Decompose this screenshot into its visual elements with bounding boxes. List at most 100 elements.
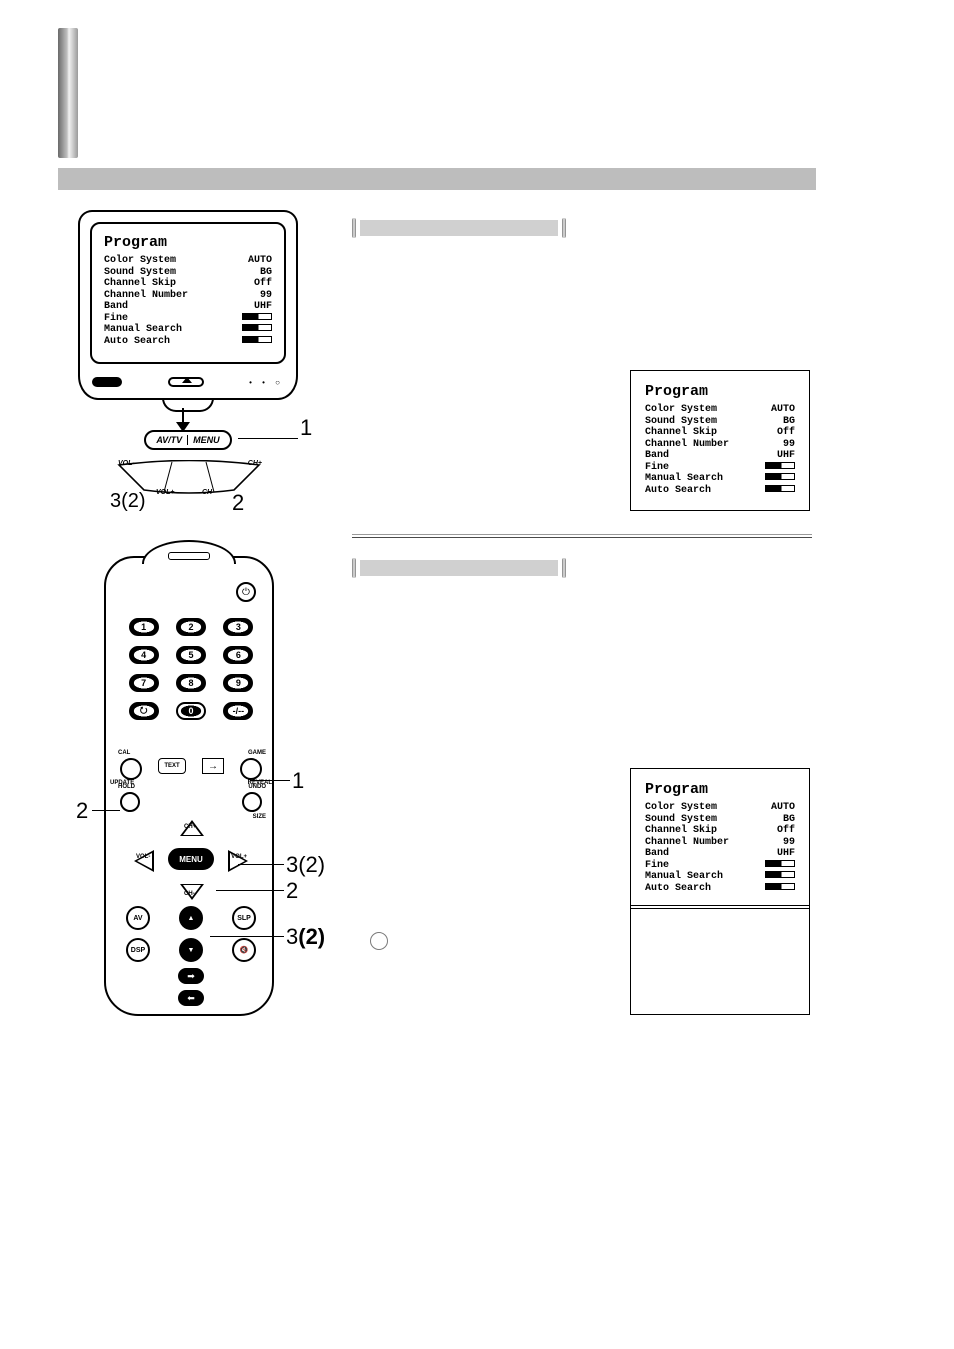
mute-button[interactable]: 🔇 [232,938,256,962]
num-7-button[interactable]: 7 [129,674,159,692]
menu-row: Sound SystemBG [104,267,272,279]
tv-speaker-icon [92,377,122,387]
bar-indicator [242,324,272,331]
number-pad: 1 2 3 4 5 6 7 8 9 ⭮ 0 -/-- [128,618,254,720]
remote-body: ⏻ 1 2 3 4 5 6 7 8 9 ⭮ 0 -/-- CAL UPDATE … [104,556,274,1016]
cal-update-button[interactable] [120,758,142,780]
num-6-button[interactable]: 6 [223,646,253,664]
slp-button[interactable]: SLP [232,906,256,930]
avtv-menu-button[interactable]: AV/TV MENU [144,430,231,450]
notes-box [630,905,810,1015]
menu-label: MENU [193,435,220,445]
tv-illustration: Program Color SystemAUTO Sound SystemBG … [78,210,298,400]
page-header-bar [58,168,816,190]
button-row-3: AV ▲ SLP [126,906,256,930]
tv-indicator-dots: • • ○ [249,378,284,387]
vol-minus-label: VOL- [118,460,135,467]
av-button[interactable]: AV [126,906,150,930]
menu-row: Channel SkipOff [104,278,272,290]
menu-row: Manual Search [645,871,795,883]
section-heading-stub-2 [352,558,566,578]
bar-indicator [765,473,795,480]
ch-minus-label: CH- [184,891,195,897]
vertical-nav-pair: ➡ ⬅ [178,968,204,1006]
tv-eject-icon [168,377,204,387]
text-button[interactable]: TEXT [158,758,186,774]
menu-row: Channel SkipOff [645,825,795,837]
bar-indicator [242,313,272,320]
arrow-left-icon: ⬅ [187,993,195,1004]
remote-control-illustration: ⏻ 1 2 3 4 5 6 7 8 9 ⭮ 0 -/-- CAL UPDATE … [104,540,274,1020]
nav-right-button[interactable]: ➡ [178,968,204,984]
button-divider [187,435,188,445]
callout-2-right: 2 [286,878,298,904]
menu-row: Manual Search [645,473,795,485]
menu-row: Color SystemAUTO [104,255,272,267]
menu-title: Program [645,781,795,798]
menu-row: Channel Number99 [645,439,795,451]
note-bullet-icon [370,932,388,950]
bar-indicator [765,871,795,878]
triangle-up-icon: ▲ [188,915,195,922]
menu-row: Fine [645,462,795,474]
ch-plus-label: CH+ [248,460,262,467]
menu-row: Fine [104,313,272,325]
digit-select-button[interactable]: -/-- [223,702,253,720]
callout-3-2: 3(2) [110,490,146,513]
power-icon: ⏻ [242,587,250,598]
bar-indicator [765,485,795,492]
num-1-button[interactable]: 1 [129,618,159,636]
ch-minus-label: CH- [202,489,214,496]
menu-row: Auto Search [104,336,272,348]
dsp-button[interactable]: DSP [126,938,150,962]
down-arrow-button[interactable]: ▼ [179,938,203,962]
hold-button[interactable] [120,792,140,812]
menu-row: BandUHF [645,450,795,462]
vol-plus-label: VOL+ [231,854,247,860]
callout-2: 2 [232,490,244,516]
arrow-right-icon: ➡ [187,971,195,982]
avtv-label: AV/TV [156,435,182,445]
power-button[interactable]: ⏻ [236,582,256,602]
num-5-button[interactable]: 5 [176,646,206,664]
tv-body: Program Color SystemAUTO Sound SystemBG … [78,210,298,400]
menu-title: Program [645,383,795,400]
bar-indicator [242,336,272,343]
bar-indicator [765,462,795,469]
hold-label: HOLD [118,784,135,790]
callout-1: 1 [300,415,312,441]
arrow-right-button[interactable]: → [202,758,224,774]
callout-3-2-b: 3(2) [286,924,325,950]
undo-size-button[interactable] [242,792,262,812]
menu-button[interactable]: MENU [168,848,214,870]
arrow-right-icon: → [208,761,218,772]
size-label: SIZE [253,814,266,820]
page-side-tab [58,28,78,158]
program-menu-panel-2: Program Color SystemAUTO Sound SystemBG … [630,768,810,909]
menu-row: BandUHF [104,301,272,313]
recall-button[interactable]: ⭮ [129,702,159,720]
num-4-button[interactable]: 4 [129,646,159,664]
game-reveal-button[interactable] [240,758,262,780]
num-3-button[interactable]: 3 [223,618,253,636]
tv-screen: Program Color SystemAUTO Sound SystemBG … [90,222,286,364]
section-divider [352,534,812,538]
program-menu-panel-1: Program Color SystemAUTO Sound SystemBG … [630,370,810,511]
num-8-button[interactable]: 8 [176,674,206,692]
mute-icon: 🔇 [240,946,249,954]
menu-row: Channel Number99 [104,290,272,302]
menu-row: Auto Search [645,485,795,497]
nav-left-button[interactable]: ⬅ [178,990,204,1006]
callout-lead [238,864,284,865]
vol-ch-rocker[interactable]: VOL- VOL+ CH- CH+ [114,460,264,494]
up-arrow-button[interactable]: ▲ [179,906,203,930]
num-9-button[interactable]: 9 [223,674,253,692]
heading-mark-right [562,218,566,238]
section-heading-stub-1 [352,218,566,238]
callout-1-right: 1 [292,768,304,794]
bar-indicator [765,883,795,890]
menu-title: Program [104,234,272,251]
num-2-button[interactable]: 2 [176,618,206,636]
heading-mark-left [352,218,356,238]
num-0-button[interactable]: 0 [176,702,206,720]
